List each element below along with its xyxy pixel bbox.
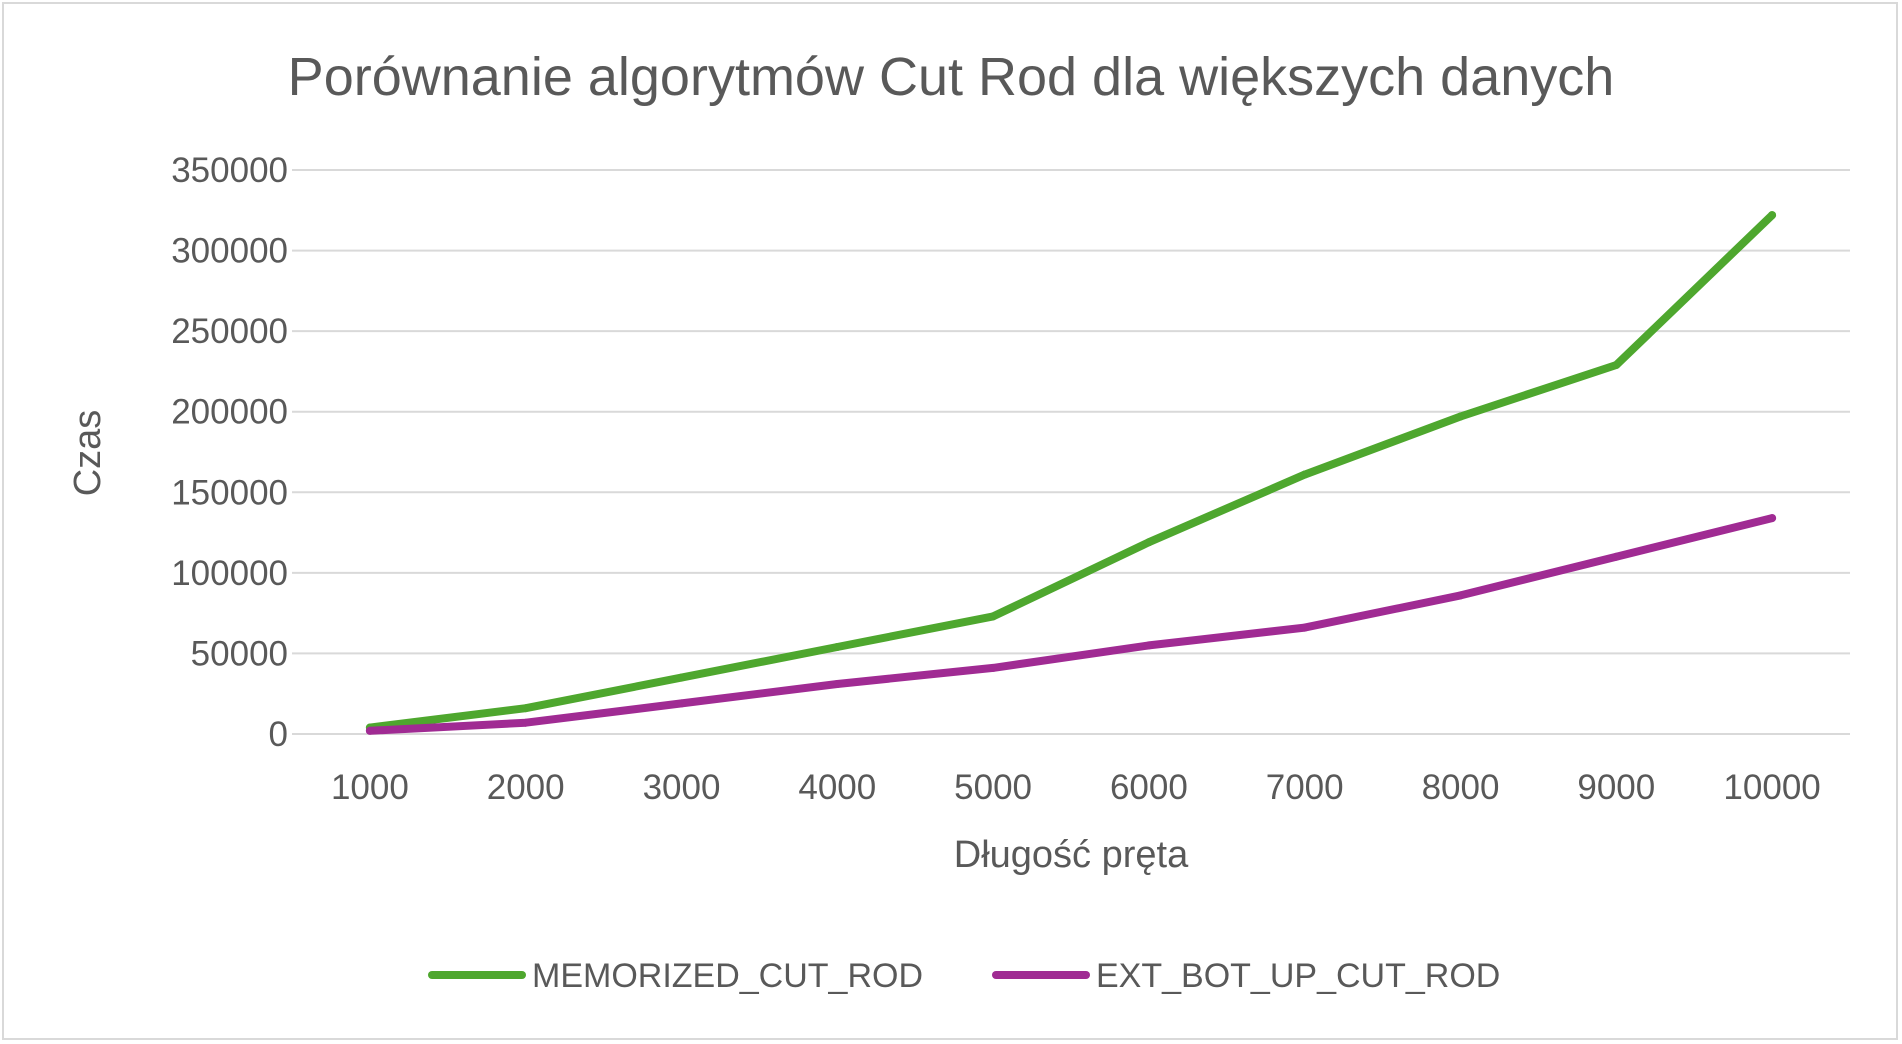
x-tick-label: 4000 — [798, 768, 876, 807]
series-line-memorized-cut-rod — [365, 211, 1777, 732]
data-point — [1456, 412, 1465, 421]
data-point — [1768, 211, 1777, 220]
gridlines — [292, 169, 1850, 735]
data-point — [1612, 360, 1621, 369]
chart-title: Porównanie algorytmów Cut Rod dla większ… — [288, 47, 1615, 107]
x-axis-label: Długość pręta — [954, 834, 1189, 876]
y-tick-label: 100000 — [171, 554, 288, 593]
x-tick-label: 1000 — [331, 768, 409, 807]
data-point — [1456, 591, 1465, 600]
data-point — [521, 718, 530, 727]
legend-label: EXT_BOT_UP_CUT_ROD — [1096, 957, 1500, 995]
y-tick-label: 150000 — [171, 473, 288, 512]
data-point — [677, 699, 686, 708]
data-point — [989, 612, 998, 621]
data-point — [1144, 538, 1153, 547]
data-point — [1300, 623, 1309, 632]
x-tick-label: 8000 — [1422, 768, 1500, 807]
x-axis-ticks: 1000 2000 3000 4000 5000 6000 7000 8000 9000 1000… — [331, 768, 1821, 807]
y-tick-label: 300000 — [171, 232, 288, 271]
y-tick-label: 250000 — [171, 312, 288, 351]
data-point — [1144, 641, 1153, 650]
data-point — [677, 673, 686, 682]
data-point — [833, 642, 842, 651]
legend: MEMORIZED_CUT_ROD EXT_BOT_UP_CUT_ROD — [428, 957, 1500, 995]
data-point — [1768, 514, 1777, 523]
series-lines — [365, 211, 1777, 735]
x-tick-label: 9000 — [1577, 768, 1655, 807]
x-tick-label: 7000 — [1266, 768, 1344, 807]
x-tick-label: 3000 — [643, 768, 721, 807]
y-tick-label: 350000 — [171, 151, 288, 190]
y-tick-label: 200000 — [171, 393, 288, 432]
y-tick-label: 0 — [269, 715, 288, 754]
x-tick-label: 5000 — [954, 768, 1032, 807]
x-tick-label: 10000 — [1723, 768, 1820, 807]
data-point — [989, 663, 998, 672]
data-point — [521, 704, 530, 713]
data-point — [365, 726, 374, 735]
y-tick-label: 50000 — [191, 634, 288, 673]
data-point — [1612, 552, 1621, 561]
x-tick-label: 6000 — [1110, 768, 1188, 807]
x-tick-label: 2000 — [487, 768, 565, 807]
data-point — [833, 680, 842, 689]
data-point — [1300, 470, 1309, 479]
legend-label: MEMORIZED_CUT_ROD — [532, 957, 923, 995]
series-line-ext-bot-up-cut-rod — [365, 514, 1777, 735]
y-axis-ticks: 0 50000 100000 150000 200000 250000 300000 3500… — [171, 151, 288, 754]
y-axis-label: Czas — [67, 410, 109, 497]
